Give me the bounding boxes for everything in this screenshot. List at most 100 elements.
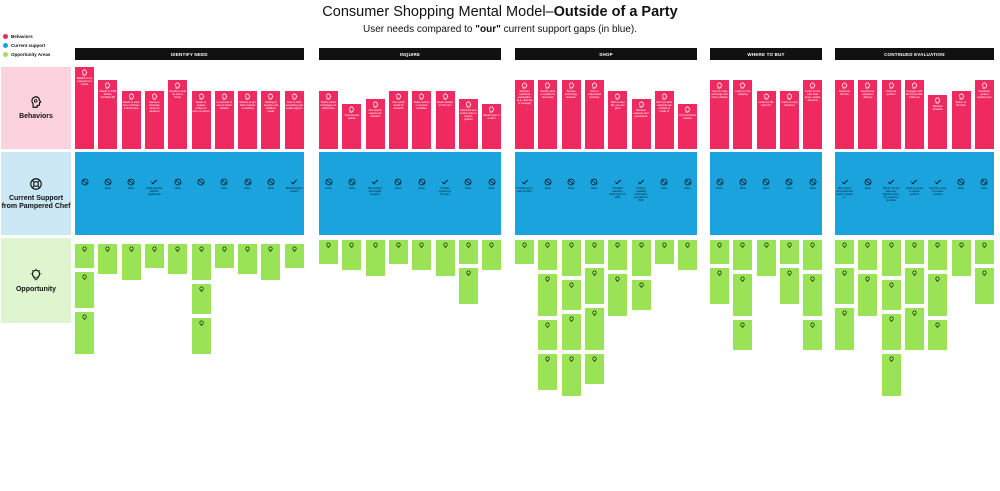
lightbulb-icon	[396, 242, 401, 249]
opportunity-card	[191, 318, 211, 354]
no-support-icon	[394, 178, 402, 186]
brain-head-icon	[981, 82, 988, 89]
lightbulb-icon	[419, 242, 424, 249]
section-header: IDENTIFY NEED	[75, 48, 304, 60]
support-card: None	[319, 176, 338, 208]
support-card: None	[459, 176, 478, 208]
lifebuoy-icon	[30, 177, 42, 190]
support-card: None	[538, 176, 557, 208]
behavior-card: Tries to have something and seeks suppor…	[284, 91, 304, 149]
support-card: None	[389, 176, 408, 208]
behavior-text: Expects for seamless delivery	[861, 90, 875, 100]
support-text: Ship phone and email and have to switch …	[836, 187, 853, 200]
row-label-text: Behaviors	[19, 113, 53, 120]
legend-item-support: Current support	[3, 41, 50, 50]
lightbulb-icon	[958, 242, 964, 249]
support-text: None	[864, 187, 871, 190]
opportunity-card	[191, 244, 211, 280]
lightbulb-icon	[568, 316, 574, 323]
brain-head-icon	[786, 93, 793, 100]
support-card: None	[342, 176, 361, 208]
support-text: None	[661, 187, 668, 190]
behavior-text: Looks for the best CX	[758, 101, 774, 108]
support-card: Multi-purpose Kitchen Appliances	[145, 176, 164, 208]
no-support-icon	[104, 178, 112, 186]
behavior-card: Return or Reorder	[951, 91, 971, 149]
row-label-behaviors: Behaviors	[1, 67, 71, 149]
behavior-text: Want to feel like you can get it	[610, 101, 625, 111]
support-band	[835, 152, 994, 235]
support-card	[75, 176, 94, 208]
opportunity-card	[928, 320, 948, 350]
behavior-text: Starting to prepare and healthier meals	[263, 101, 278, 114]
no-support-icon	[785, 178, 793, 186]
behavior-card: Considers product replacement	[974, 80, 994, 149]
support-text: None	[716, 187, 723, 190]
behavior-text: Tries to have something and seeks suppor…	[285, 101, 303, 111]
opportunity-card	[974, 240, 994, 264]
opportunity-card	[584, 354, 604, 384]
no-support-icon	[739, 178, 747, 186]
lightbulb-icon	[740, 276, 745, 283]
opportunity-card	[733, 274, 753, 316]
row-label-support: Current Support from Pampered Chef	[1, 152, 71, 235]
brain-head-icon	[128, 93, 134, 100]
lightbulb-icon	[865, 276, 870, 283]
behavior-card: Visit brick and mortar store to inspect …	[458, 99, 478, 149]
opportunity-card	[388, 240, 408, 264]
behavior-card: Seek friends advice	[342, 104, 362, 149]
support-card: Provide use & care on PDP	[515, 176, 534, 208]
lightbulb-icon	[935, 276, 940, 283]
opportunity-dot-icon	[3, 52, 8, 57]
lightbulb-icon	[82, 314, 87, 321]
no-support-icon	[716, 178, 723, 186]
behavior-card: Needs to cook for self or family	[168, 80, 188, 149]
opportunity-card	[121, 244, 141, 280]
support-band	[515, 152, 698, 235]
lightbulb-icon	[198, 320, 204, 327]
opportunity-card	[458, 268, 478, 304]
behavior-card: Looks for the best deal (price, quality,…	[803, 80, 823, 149]
behavior-card: Browse technology features	[561, 80, 581, 149]
support-card: None	[122, 176, 141, 208]
brain-head-icon	[911, 82, 918, 89]
support-text: None	[395, 187, 402, 190]
lightbulb-icon	[810, 276, 815, 283]
behavior-card: Reviews products	[928, 95, 948, 149]
page-subtitle: User needs compared to "our" current sup…	[362, 24, 638, 35]
support-text: None	[544, 187, 551, 190]
opportunity-card	[803, 320, 823, 350]
row-label-opportunity: Opportunity	[1, 238, 71, 323]
support-card: Ship phone and email and have to switch …	[835, 176, 854, 208]
opportunity-card	[342, 240, 362, 270]
lightbulb-icon	[615, 276, 620, 283]
no-support-icon	[127, 178, 135, 186]
opportunity-card	[482, 240, 502, 270]
support-card: Product material information provided on…	[632, 176, 651, 208]
support-text: None	[981, 187, 988, 190]
support-text: None	[127, 187, 135, 190]
lightbulb-icon	[685, 242, 690, 249]
support-text: None	[488, 187, 495, 190]
checkmark-icon	[888, 179, 895, 185]
no-support-icon	[325, 178, 332, 186]
support-text: Provide reviews on PC.com	[438, 187, 452, 197]
support-text: None	[809, 187, 816, 190]
brain-head-icon	[717, 82, 723, 89]
brain-head-icon	[568, 82, 574, 89]
opportunity-card	[168, 244, 188, 274]
support-card: Provided warranty information on PDP	[608, 176, 627, 208]
opportunity-card	[458, 240, 478, 264]
opportunity-card	[191, 284, 211, 314]
behavior-card: Identify what is needed for the house	[538, 80, 558, 149]
behavior-text: Read reviews on favorite websites	[413, 101, 430, 111]
support-card: None	[733, 176, 752, 208]
support-card: None	[585, 176, 604, 208]
lightbulb-icon	[372, 242, 378, 249]
brain-head-icon	[865, 82, 871, 89]
no-support-icon	[567, 178, 575, 186]
behavior-card: Find out what materials the product is m…	[654, 91, 674, 149]
opportunity-card	[733, 320, 753, 350]
behavior-card: NEEDS to be exposed to a brand	[75, 67, 94, 149]
brain-head-icon	[935, 97, 941, 104]
